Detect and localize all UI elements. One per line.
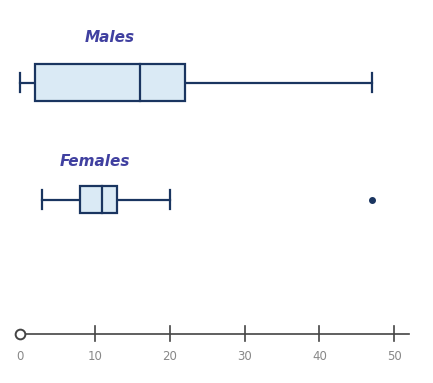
Text: Males: Males — [85, 30, 135, 45]
Text: 40: 40 — [312, 350, 327, 363]
Text: 30: 30 — [237, 350, 252, 363]
Bar — [35, 64, 184, 101]
Text: Females: Females — [60, 154, 130, 169]
Text: 50: 50 — [387, 350, 402, 363]
Text: 20: 20 — [162, 350, 177, 363]
Text: 0: 0 — [16, 350, 23, 363]
Text: 10: 10 — [87, 350, 102, 363]
Bar — [80, 186, 117, 213]
